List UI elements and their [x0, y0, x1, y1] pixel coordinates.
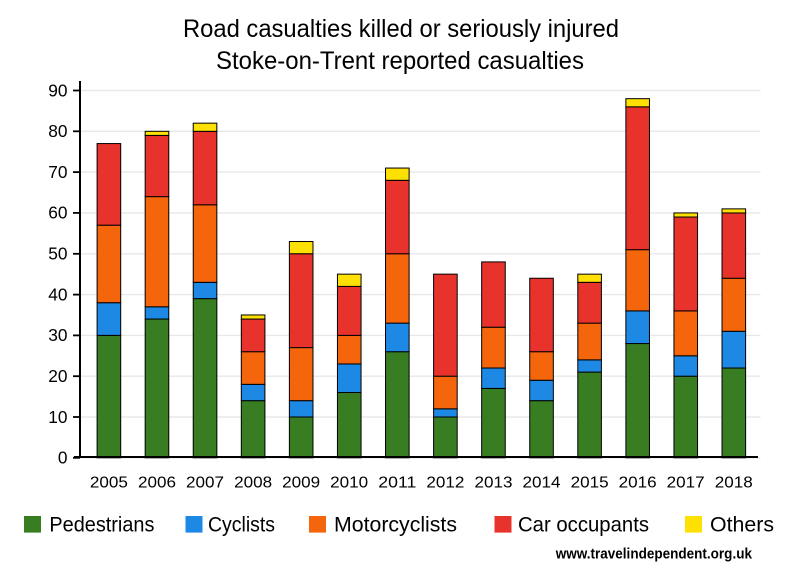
svg-text:40: 40	[48, 284, 67, 304]
svg-text:2011: 2011	[378, 475, 416, 492]
svg-text:Cyclists: Cyclists	[208, 514, 275, 537]
svg-text:30: 30	[48, 325, 67, 345]
svg-text:2007: 2007	[186, 475, 224, 492]
svg-text:Road casualties killed or seri: Road casualties killed or seriously inju…	[183, 15, 619, 43]
svg-text:90: 90	[48, 80, 67, 100]
svg-text:2008: 2008	[234, 475, 272, 492]
svg-text:2016: 2016	[619, 475, 657, 492]
svg-text:Stoke-on-Trent reported casual: Stoke-on-Trent reported casualties	[216, 47, 584, 75]
svg-text:Pedestrians: Pedestrians	[49, 514, 154, 537]
svg-text:2009: 2009	[282, 475, 320, 492]
svg-text:10: 10	[48, 407, 67, 427]
svg-text:0: 0	[58, 448, 68, 468]
svg-text:60: 60	[48, 203, 67, 223]
svg-text:2013: 2013	[475, 475, 513, 492]
svg-text:2018: 2018	[715, 475, 753, 492]
svg-text:Motorcyclists: Motorcyclists	[334, 514, 457, 537]
svg-text:80: 80	[48, 121, 67, 141]
svg-text:2010: 2010	[330, 475, 368, 492]
svg-text:Car occupants: Car occupants	[518, 514, 649, 537]
svg-text:2014: 2014	[523, 475, 561, 492]
svg-text:20: 20	[48, 366, 67, 386]
svg-text:www.travelindependent.org.uk: www.travelindependent.org.uk	[555, 547, 753, 563]
svg-text:2012: 2012	[426, 475, 464, 492]
svg-text:2015: 2015	[571, 475, 609, 492]
svg-text:2017: 2017	[667, 475, 705, 492]
svg-text:Others: Others	[710, 514, 774, 537]
svg-text:2006: 2006	[138, 475, 176, 492]
svg-text:70: 70	[48, 162, 67, 182]
svg-text:50: 50	[48, 244, 67, 264]
svg-text:2005: 2005	[90, 475, 128, 492]
